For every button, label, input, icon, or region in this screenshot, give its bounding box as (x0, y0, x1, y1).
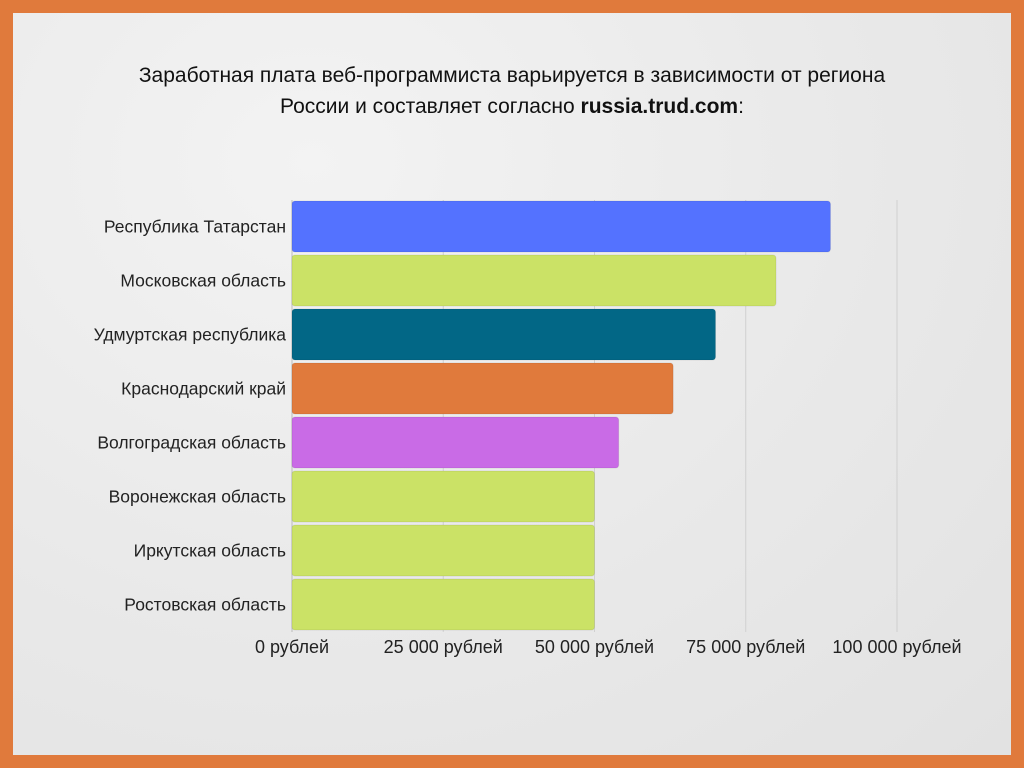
bar (291, 524, 595, 577)
bar (291, 470, 595, 523)
chart-title: Заработная плата веб-программиста варьир… (0, 60, 1024, 122)
category-label: Воронежская область (109, 487, 286, 507)
category-label: Иркутская область (134, 541, 286, 561)
category-label: Удмуртская республика (94, 325, 287, 345)
bar (291, 416, 620, 469)
title-colon: : (738, 95, 744, 118)
bar (291, 200, 831, 253)
source-name: russia.trud.com (580, 95, 739, 118)
x-tick-label: 100 000 рублей (832, 637, 961, 657)
x-tick-label: 50 000 рублей (535, 637, 654, 657)
bar (291, 254, 777, 307)
category-label: Волгоградская область (97, 433, 286, 453)
category-label: Ростовская область (124, 595, 286, 615)
title-line-1: Заработная плата веб-программиста варьир… (138, 64, 886, 87)
x-tick-label: 0 рублей (255, 637, 329, 657)
x-tick-label: 75 000 рублей (686, 637, 805, 657)
title-text: России и составляет согласно (280, 95, 581, 118)
category-label: Московская область (120, 271, 286, 291)
x-tick-label: 25 000 рублей (384, 637, 503, 657)
title-line-2: России и составляет согласно russia.trud… (0, 91, 1024, 122)
bar (291, 578, 595, 631)
category-label: Краснодарский край (121, 379, 286, 399)
category-label: Республика Татарстан (104, 217, 286, 237)
bar (291, 362, 674, 415)
bar (291, 308, 716, 361)
